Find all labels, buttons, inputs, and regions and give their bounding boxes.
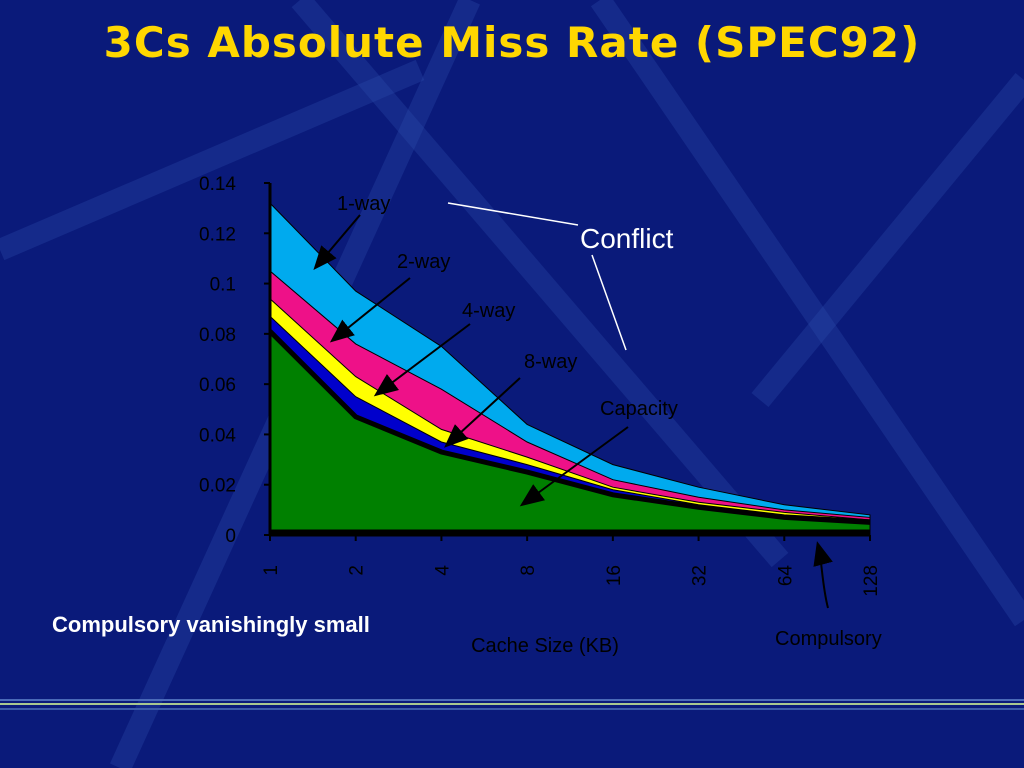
label-4-way: 4-way bbox=[462, 300, 515, 322]
arrow-capacity bbox=[519, 426, 629, 507]
chart-annotations: 1-way 2-way 4-way 8-way Capacity Compulsory Co… bbox=[313, 193, 882, 650]
arrow-compulsory bbox=[813, 541, 833, 609]
slide-title: 3Cs Absolute Miss Rate (SPEC92) bbox=[103, 18, 921, 67]
label-8-way: 8-way bbox=[524, 351, 577, 373]
y-tick-label: 0 bbox=[225, 526, 236, 547]
label-conflict: Conflict bbox=[580, 223, 674, 254]
x-tick-label: 4 bbox=[432, 565, 453, 576]
x-tick-label: 128 bbox=[861, 565, 882, 597]
x-tick-label: 2 bbox=[347, 565, 368, 576]
y-tick-label: 0.1 bbox=[210, 275, 236, 296]
x-tick-label: 1 bbox=[261, 565, 282, 576]
x-tick-label: 8 bbox=[518, 565, 539, 576]
conflict-line-1 bbox=[447, 202, 579, 226]
x-tick-label: 16 bbox=[604, 565, 625, 586]
arrow-2-way bbox=[329, 277, 411, 343]
footer-divider bbox=[0, 699, 1024, 710]
label-capacity: Capacity bbox=[600, 398, 678, 420]
label-compulsory: Compulsory bbox=[775, 628, 882, 650]
y-tick-label: 0.08 bbox=[199, 325, 236, 346]
y-tick-label: 0.02 bbox=[199, 476, 236, 497]
label-1-way: 1-way bbox=[337, 193, 390, 215]
arrow-8-way bbox=[444, 377, 521, 448]
compulsory-note: Compulsory vanishingly small bbox=[52, 612, 370, 637]
arrow-4-way bbox=[373, 323, 471, 397]
chart-tick-labels: 0 0.02 0.04 0.06 0.08 0.1 0.12 0.14 1 2 4 8 16 32 64 12… bbox=[199, 174, 882, 657]
chart-areas bbox=[268, 201, 871, 536]
y-tick-label: 0.14 bbox=[199, 174, 236, 195]
conflict-line-2 bbox=[591, 254, 627, 351]
x-tick-label: 64 bbox=[775, 565, 796, 587]
y-tick-label: 0.04 bbox=[199, 425, 236, 446]
y-tick-label: 0.12 bbox=[199, 224, 236, 245]
x-axis-label: Cache Size (KB) bbox=[471, 635, 619, 657]
compulsory-band bbox=[268, 329, 871, 525]
label-2-way: 2-way bbox=[397, 251, 450, 273]
chart-axes bbox=[264, 182, 871, 541]
arrow-1-way bbox=[313, 214, 361, 271]
x-tick-label: 32 bbox=[690, 565, 711, 586]
y-tick-label: 0.06 bbox=[199, 375, 236, 396]
